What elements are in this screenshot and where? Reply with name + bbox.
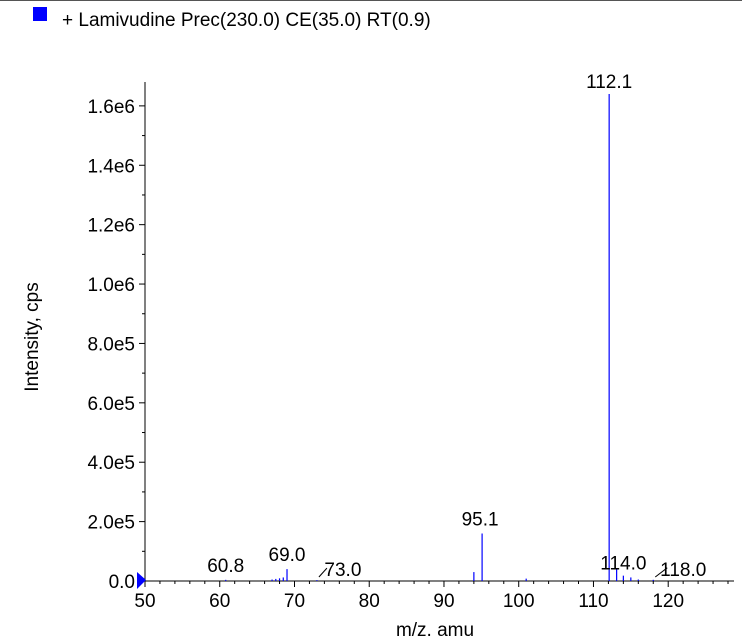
- y-tick-label: 1.2e6: [87, 216, 135, 237]
- y-tick-label: 6.0e5: [87, 394, 135, 415]
- x-tick-label: 100: [503, 591, 535, 612]
- y-axis-label: Intensity, cps: [22, 282, 43, 391]
- y-tick-label: 2.0e5: [87, 513, 135, 534]
- x-tick-label: 120: [652, 591, 684, 612]
- origin-marker-icon: [137, 572, 146, 589]
- peak-label: 60.8: [207, 556, 244, 577]
- peak-label: 118.0: [660, 560, 706, 581]
- y-tick-label: 1.4e6: [87, 156, 135, 177]
- x-tick-label: 90: [433, 591, 454, 612]
- peak-leader-line: [318, 567, 328, 578]
- peak-leader-line: [654, 567, 668, 578]
- y-tick-label: 1.6e6: [87, 97, 135, 118]
- x-axis-label: m/z, amu: [396, 620, 474, 636]
- peak-label: 114.0: [600, 554, 646, 575]
- peak-label: 112.1: [586, 72, 632, 93]
- peak-label: 73.0: [324, 560, 361, 581]
- y-tick-label: 1.0e6: [87, 275, 135, 296]
- y-tick-label: 8.0e5: [87, 334, 135, 355]
- y-tick-label: 0.0: [109, 572, 135, 593]
- x-tick-label: 110: [578, 591, 608, 612]
- peak-label: 95.1: [462, 509, 499, 530]
- y-tick-label: 4.0e5: [87, 453, 135, 474]
- x-tick-label: 70: [284, 591, 305, 612]
- legend-label: + Lamivudine Prec(230.0) CE(35.0) RT(0.9…: [62, 10, 431, 31]
- peak-label: 69.0: [269, 545, 306, 566]
- x-tick-label: 80: [359, 591, 380, 612]
- x-tick-label: 50: [134, 591, 155, 612]
- legend-swatch: [33, 7, 47, 21]
- x-tick-label: 60: [209, 591, 230, 612]
- top-rule: [0, 0, 742, 1]
